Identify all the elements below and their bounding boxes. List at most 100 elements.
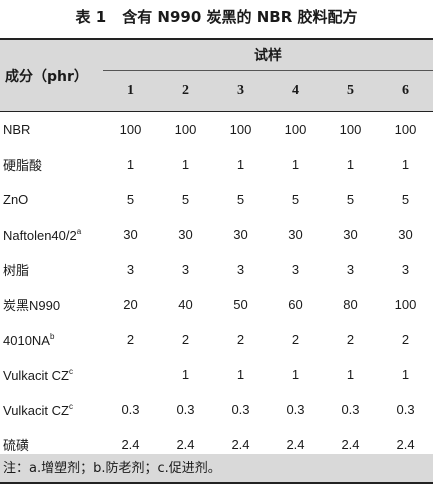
footnote-marker: c xyxy=(68,366,73,376)
cell-value: 2 xyxy=(126,332,135,347)
cell-value: 2 xyxy=(181,332,190,347)
cell-value: 20 xyxy=(123,297,138,312)
column-header: 1 xyxy=(103,70,158,112)
component-name-text: ZnO xyxy=(3,192,29,207)
component-name: Vulkacit CZc xyxy=(0,357,103,392)
cell-value: 100 xyxy=(394,122,417,137)
cell-value: 30 xyxy=(398,227,413,242)
component-name: 4010NAb xyxy=(0,322,103,357)
cell-value: 80 xyxy=(343,297,358,312)
table-row: 4010NAb 2 2 2 2 2 2 xyxy=(0,322,433,357)
component-name: NBR xyxy=(0,112,103,148)
cell-value: 0.3 xyxy=(231,402,250,417)
cell-value: 3 xyxy=(291,262,300,277)
component-name-text: Naftolen40/2 xyxy=(3,227,77,243)
cell-value: 2 xyxy=(236,332,245,347)
component-name-text: 硬脂酸 xyxy=(3,158,43,173)
cell-value: 100 xyxy=(174,122,197,137)
cell-value: 2 xyxy=(346,332,355,347)
cell-value: 30 xyxy=(343,227,358,242)
table-row: NBR 100 100 100 100 100 100 xyxy=(0,112,433,148)
table-note: 注：a.增塑剂；b.防老剂；c.促进剂。 xyxy=(0,454,433,484)
cell-value: 5 xyxy=(236,192,245,207)
cell-value: 1 xyxy=(401,157,410,172)
cell-value: 3 xyxy=(181,262,190,277)
component-name-text: 炭黑N990 xyxy=(3,298,61,313)
table-row: Naftolen40/2a 30 30 30 30 30 30 xyxy=(0,217,433,252)
table-row: Vulkacit CZc 0.3 0.3 0.3 0.3 0.3 0.3 xyxy=(0,392,433,427)
component-name: 硬脂酸 xyxy=(0,147,103,182)
table-caption: 含有 N990 炭黑的 NBR 胶料配方 xyxy=(122,8,358,26)
cell-value: 1 xyxy=(401,367,410,382)
table-row: 炭黑N990 20 40 50 60 80 100 xyxy=(0,287,433,322)
component-name: Naftolen40/2a xyxy=(0,217,103,252)
column-header: 2 xyxy=(158,70,213,112)
cell-value: 0.3 xyxy=(341,402,360,417)
cell-value: 0.3 xyxy=(121,402,140,417)
sample-header: 试样 xyxy=(103,38,433,71)
table-row: 硬脂酸 1 1 1 1 1 1 xyxy=(0,147,433,182)
cell-value xyxy=(103,357,158,392)
component-name-text: Vulkacit CZ xyxy=(3,402,69,418)
table-body: NBR 100 100 100 100 100 100 硬脂酸 1 1 1 1 1 1 ZnO 5 5 5 5 5 5 N… xyxy=(0,112,433,464)
column-header: 3 xyxy=(213,70,268,112)
cell-value: 100 xyxy=(284,122,307,137)
column-header: 6 xyxy=(378,70,433,112)
cell-value: 5 xyxy=(346,192,355,207)
cell-value: 1 xyxy=(236,367,245,382)
component-name: 炭黑N990 xyxy=(0,287,103,322)
cell-value: 1 xyxy=(346,157,355,172)
cell-value: 60 xyxy=(288,297,303,312)
cell-value: 5 xyxy=(181,192,190,207)
cell-value: 3 xyxy=(346,262,355,277)
cell-value: 2 xyxy=(291,332,300,347)
cell-value: 100 xyxy=(119,122,142,137)
cell-value: 100 xyxy=(394,297,417,312)
footnote-marker: c xyxy=(68,401,73,411)
column-header: 5 xyxy=(323,70,378,112)
table-row: 树脂 3 3 3 3 3 3 xyxy=(0,252,433,287)
cell-value: 40 xyxy=(178,297,193,312)
cell-value: 30 xyxy=(288,227,303,242)
cell-value: 1 xyxy=(291,157,300,172)
component-name: Vulkacit CZc xyxy=(0,392,103,427)
component-name-text: 树脂 xyxy=(3,263,30,278)
cell-value: 100 xyxy=(339,122,362,137)
cell-value: 50 xyxy=(233,297,248,312)
table-row: Vulkacit CZc 1 1 1 1 1 xyxy=(0,357,433,392)
component-name: 树脂 xyxy=(0,252,103,287)
cell-value: 30 xyxy=(233,227,248,242)
component-name-text: Vulkacit CZ xyxy=(3,367,69,383)
cell-value: 100 xyxy=(229,122,252,137)
formulation-table: 成分（phr） 试样 1 2 3 4 5 6 NBR 100 100 100 100 10… xyxy=(0,38,433,464)
cell-value: 5 xyxy=(291,192,300,207)
cell-value: 0.3 xyxy=(176,402,195,417)
cell-value: 30 xyxy=(123,227,138,242)
cell-value: 3 xyxy=(126,262,135,277)
cell-value: 1 xyxy=(181,157,190,172)
column-header: 4 xyxy=(268,70,323,112)
cell-value: 2 xyxy=(401,332,410,347)
cell-value: 3 xyxy=(401,262,410,277)
cell-value: 30 xyxy=(178,227,193,242)
component-header: 成分（phr） xyxy=(0,38,103,112)
cell-value: 5 xyxy=(401,192,410,207)
component-name-text: 硫磺 xyxy=(3,438,30,453)
cell-value: 0.3 xyxy=(286,402,305,417)
component-name: ZnO xyxy=(0,182,103,217)
cell-value: 1 xyxy=(291,367,300,382)
table-row: ZnO 5 5 5 5 5 5 xyxy=(0,182,433,217)
cell-value: 3 xyxy=(236,262,245,277)
cell-value: 1 xyxy=(236,157,245,172)
table-number: 表 1 xyxy=(75,8,107,26)
component-name-text: NBR xyxy=(3,122,31,137)
cell-value: 1 xyxy=(346,367,355,382)
cell-value: 1 xyxy=(181,367,190,382)
footnote-marker: b xyxy=(49,331,55,341)
cell-value: 5 xyxy=(126,192,135,207)
footnote-marker: a xyxy=(76,226,82,236)
component-name-text: 4010NA xyxy=(3,332,50,348)
cell-value: 0.3 xyxy=(396,402,415,417)
table-title: 表 1 含有 N990 炭黑的 NBR 胶料配方 xyxy=(0,6,433,27)
cell-value: 1 xyxy=(126,157,135,172)
